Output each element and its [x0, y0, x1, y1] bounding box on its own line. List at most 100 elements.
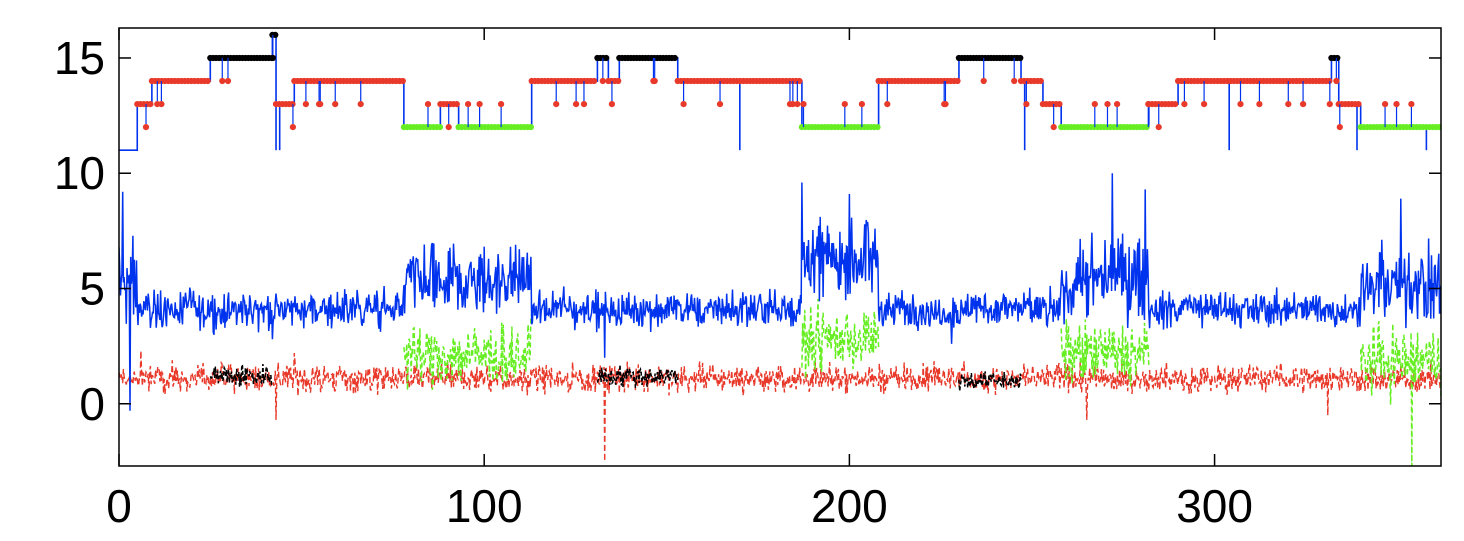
state-marker — [591, 77, 598, 85]
state-marker — [465, 101, 472, 108]
state-marker — [1326, 77, 1333, 85]
state-marker — [1355, 101, 1362, 108]
state-marker — [1056, 101, 1063, 108]
state-markers-green-20 — [1058, 101, 1152, 131]
state-marker — [1201, 101, 1208, 108]
state-marker — [671, 54, 678, 62]
state-marker — [399, 77, 406, 85]
state-marker — [1326, 101, 1333, 108]
overlay-line-green-3 — [403, 315, 532, 391]
state-marker — [794, 101, 801, 108]
state-marker — [800, 101, 807, 108]
state-marker — [476, 101, 483, 108]
state-marker — [1334, 54, 1341, 62]
state-marker — [1023, 101, 1030, 108]
state-marker — [580, 101, 588, 108]
state-marker — [147, 101, 154, 108]
state-markers-red-16 — [875, 77, 961, 108]
state-marker — [1382, 101, 1389, 108]
state-marker — [1285, 101, 1292, 108]
state-marker — [553, 101, 560, 108]
state-markers-red-24 — [1335, 101, 1362, 131]
state-marker — [1408, 101, 1415, 108]
state-marker — [1114, 101, 1121, 108]
y-tick-label: 5 — [79, 262, 105, 314]
state-marker — [1237, 101, 1244, 108]
state-marker — [424, 101, 432, 108]
state-marker — [858, 101, 866, 108]
state-marker — [874, 124, 881, 131]
state-marker — [599, 77, 606, 85]
state-marker — [316, 101, 323, 108]
overlay-line-black-2 — [958, 371, 1022, 392]
state-marker — [1172, 101, 1179, 108]
y-tick-label: 10 — [54, 147, 105, 199]
state-marker — [608, 101, 616, 108]
x-tick-label: 200 — [811, 480, 888, 532]
x-tick-label: 100 — [446, 480, 523, 532]
state-marker — [1104, 101, 1111, 108]
state-markers-red-10 — [528, 77, 598, 108]
y-tick-label: 0 — [79, 378, 105, 430]
state-marker — [204, 77, 211, 85]
state-marker — [289, 124, 296, 131]
x-tick-label: 300 — [1176, 480, 1253, 532]
state-marker — [1181, 101, 1188, 108]
state-marker — [1256, 101, 1263, 108]
series-line-red — [119, 350, 1441, 462]
state-marker — [954, 77, 961, 85]
x-tick-label: 0 — [106, 480, 132, 532]
state-marker — [884, 101, 891, 108]
state-markers-black-23 — [1328, 54, 1341, 85]
state-trajectory-line — [119, 34, 1441, 151]
state-marker — [841, 101, 848, 108]
state-marker — [436, 124, 444, 131]
overlay-line-green-4 — [801, 298, 880, 379]
state-marker — [498, 101, 505, 108]
plot-area — [119, 31, 1441, 466]
state-marker — [1300, 101, 1307, 108]
state-markers-black-4 — [269, 31, 279, 62]
x-axis-tick-labels: 0 100 200 300 — [106, 480, 1253, 532]
state-markers-red-5 — [272, 101, 296, 131]
state-markers-red-21 — [1145, 101, 1179, 131]
state-markers-green-15 — [798, 101, 881, 131]
state-marker — [1050, 124, 1057, 131]
state-marker — [789, 101, 796, 108]
state-markers-black-17 — [955, 54, 1024, 85]
state-marker — [980, 77, 987, 85]
y-tick-label: 15 — [54, 32, 105, 84]
state-marker — [302, 101, 309, 108]
state-markers-red-19 — [1039, 101, 1063, 131]
state-marker — [1436, 124, 1441, 131]
state-marker — [1333, 77, 1340, 85]
state-markers-red-12 — [605, 77, 622, 108]
state-marker — [1336, 124, 1343, 131]
overlay-line-green-6 — [1359, 321, 1441, 466]
overlay-line-black-0 — [209, 363, 273, 387]
state-marker — [527, 124, 535, 131]
state-marker — [453, 101, 460, 108]
state-marker — [445, 124, 452, 131]
state-marker — [357, 101, 364, 108]
state-markers-red-2 — [148, 77, 211, 108]
state-marker — [269, 54, 276, 62]
state-markers-green-7 — [400, 101, 444, 131]
state-marker — [219, 77, 226, 85]
y-axis-tick-labels: 0 5 10 15 — [54, 32, 105, 430]
state-marker — [716, 101, 724, 108]
state-marker — [1017, 54, 1024, 62]
state-marker — [142, 124, 150, 131]
state-marker — [573, 101, 580, 108]
state-marker — [1393, 101, 1400, 108]
state-markers-black-3 — [207, 54, 275, 85]
state-markers-red-22 — [1175, 77, 1333, 108]
state-markers-red-1 — [134, 101, 154, 131]
state-marker — [603, 54, 610, 62]
state-marker — [158, 101, 165, 108]
state-markers-black-13 — [616, 54, 678, 85]
state-markers-red-8 — [437, 101, 460, 131]
axis-ticks — [118, 28, 1441, 466]
state-markers-red-6 — [291, 77, 406, 108]
